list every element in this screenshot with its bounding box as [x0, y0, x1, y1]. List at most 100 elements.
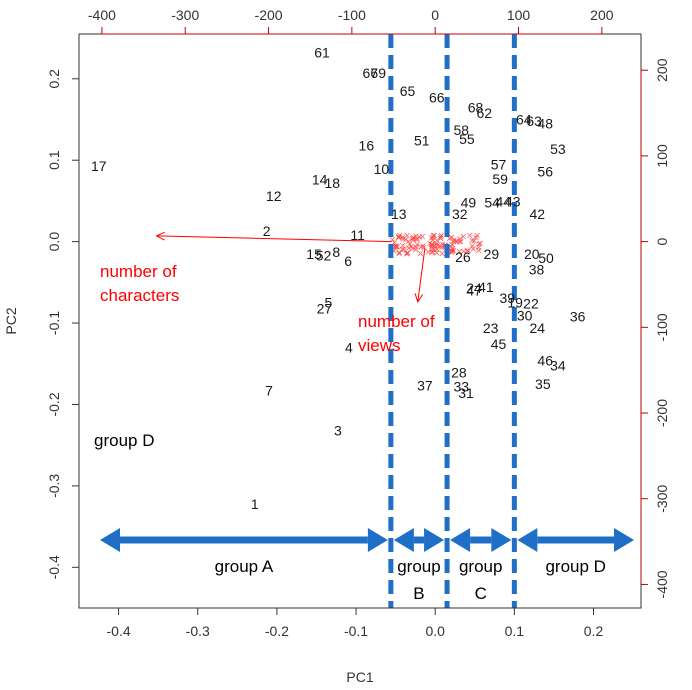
- point-label: 31: [458, 385, 474, 401]
- right-tick-label: 200: [654, 58, 670, 82]
- group-range-head-right: [424, 528, 445, 552]
- cluster-point: ×: [396, 246, 403, 260]
- point-label: 61: [314, 45, 330, 61]
- cluster-point: ×: [456, 232, 463, 246]
- point-label: 11: [350, 227, 365, 243]
- cluster-point: ×: [405, 241, 412, 255]
- point-label: 45: [491, 336, 507, 352]
- cluster-point: ×: [425, 245, 432, 259]
- cluster-point: ×: [428, 231, 435, 245]
- cluster-point: ×: [471, 234, 478, 248]
- point-label: 44: [495, 194, 511, 210]
- top-tick-label: -300: [171, 7, 199, 23]
- group-ranges: group A group B group C group D: [100, 528, 635, 603]
- y-tick-label: -0.3: [46, 474, 62, 498]
- loading-label-characters: number of characters: [100, 262, 179, 305]
- point-label: 37: [417, 378, 433, 394]
- point-label: 7: [265, 383, 273, 399]
- point-label: 39: [499, 290, 515, 306]
- right-tick-label: -100: [654, 313, 670, 341]
- cluster-point: ×: [396, 246, 403, 260]
- cluster-point: ×: [433, 236, 440, 250]
- cluster-point: ×: [412, 229, 419, 243]
- loading-arrows: number of characters number of views: [100, 231, 435, 355]
- cluster-point: ×: [409, 231, 416, 245]
- cluster-point: ×: [460, 244, 467, 258]
- cluster-point: ×: [437, 231, 444, 245]
- cluster-point: ×: [399, 230, 406, 244]
- cluster-point: ×: [430, 230, 437, 244]
- cluster-point: ×: [434, 242, 441, 256]
- cluster-point: ×: [402, 232, 409, 246]
- group-d-outlier-label: group D: [94, 431, 154, 450]
- cluster-point: ×: [448, 240, 455, 254]
- point-label: 18: [325, 175, 341, 191]
- point-label: 4: [345, 339, 353, 355]
- point-label: 48: [537, 116, 553, 132]
- cluster-point: ×: [429, 242, 436, 256]
- cluster-point: ×: [399, 239, 406, 253]
- x-tick-label: 0.0: [425, 623, 445, 639]
- cluster-point: ×: [430, 229, 437, 243]
- point-label: 12: [266, 188, 282, 204]
- point-label: 57: [491, 156, 507, 172]
- point-label: 5: [324, 295, 332, 311]
- point-label: 63: [526, 113, 542, 129]
- cluster-point: ×: [419, 229, 426, 243]
- y-axis-right-secondary: 200 100 0 -100 -200 -300 -400: [640, 58, 670, 598]
- point-label: 36: [570, 309, 586, 325]
- x-tick-label: 0.2: [584, 623, 604, 639]
- cluster-point: ×: [469, 239, 476, 253]
- point-label: 1: [251, 496, 259, 512]
- cluster-point: ×: [453, 235, 460, 249]
- point-label: 42: [530, 206, 546, 222]
- point-label: 65: [400, 83, 416, 99]
- cluster-point: ×: [412, 242, 419, 256]
- point-label: 43: [505, 194, 521, 210]
- cluster-point: ×: [390, 244, 397, 258]
- cluster-point: ×: [468, 233, 475, 247]
- point-label: 16: [359, 138, 375, 154]
- cluster-point: ×: [416, 230, 423, 244]
- cluster-point: ×: [420, 240, 427, 254]
- point-label: 49: [461, 195, 477, 211]
- point-label: 13: [391, 206, 407, 222]
- right-tick-label: -200: [654, 399, 670, 427]
- y-tick-label: -0.4: [46, 555, 62, 579]
- point-label: 14: [312, 172, 328, 188]
- cluster-point: ×: [473, 231, 480, 245]
- point-label: 17: [91, 158, 107, 174]
- cluster-point: ×: [400, 232, 407, 246]
- cluster-point: ×: [446, 231, 453, 245]
- cluster-point: ×: [409, 233, 416, 247]
- cluster-point: ×: [474, 229, 481, 243]
- point-label: 67: [363, 65, 379, 81]
- cluster-point: ×: [404, 246, 411, 260]
- y-tick-label: 0.2: [46, 69, 62, 89]
- cluster-point: ×: [439, 246, 446, 260]
- cluster-point: ×: [429, 245, 436, 259]
- x-tick-label: -0.4: [107, 623, 131, 639]
- cluster-point: ×: [428, 240, 435, 254]
- cluster-point: ×: [451, 233, 458, 247]
- cluster-point: ×: [475, 243, 482, 257]
- point-label: 27: [317, 300, 333, 316]
- cluster-point: ×: [429, 239, 436, 253]
- x-axis-bottom: -0.4 -0.3 -0.2 -0.1 0.0 0.1 0.2: [107, 607, 604, 639]
- cluster-point: ×: [437, 230, 444, 244]
- right-tick-label: -300: [654, 485, 670, 513]
- point-label: 15: [306, 246, 322, 262]
- y-tick-label: 0.0: [46, 232, 62, 252]
- loading-arrow-shaft: [156, 235, 392, 243]
- x-tick-label: -0.1: [344, 623, 368, 639]
- cluster-point: ×: [465, 244, 472, 258]
- cluster-point: ×: [413, 232, 420, 246]
- cluster-point: ×: [405, 235, 412, 249]
- x-axis-top-secondary: -400 -300 -200 -100 0 100 200: [88, 7, 614, 35]
- loading-arrow-shaft: [417, 248, 426, 302]
- point-label: 64: [516, 111, 532, 127]
- top-tick-label: 100: [507, 7, 531, 23]
- cluster-point: ×: [404, 246, 411, 260]
- point-label: 51: [414, 133, 430, 149]
- point-label: 56: [537, 164, 553, 180]
